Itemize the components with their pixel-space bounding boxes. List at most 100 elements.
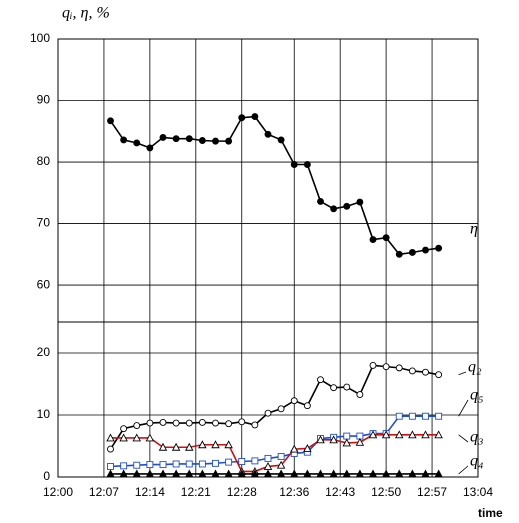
data-point <box>172 135 180 143</box>
data-point <box>343 432 351 440</box>
data-point <box>276 460 286 469</box>
data-point <box>237 469 247 478</box>
data-point <box>251 457 259 465</box>
leader-line <box>458 434 469 443</box>
data-point <box>303 402 311 410</box>
data-point <box>355 437 365 446</box>
data-point <box>342 438 352 447</box>
data-point <box>211 469 220 478</box>
data-point <box>369 361 377 369</box>
y-axis-label: qᵢ, η, % <box>62 5 110 22</box>
data-point <box>185 460 193 468</box>
data-point <box>343 202 351 210</box>
data-point <box>356 198 364 206</box>
data-point <box>408 412 416 420</box>
data-point <box>264 454 272 462</box>
y-tick-label: 60 <box>37 277 51 291</box>
data-point <box>238 114 246 122</box>
data-point <box>211 440 220 449</box>
data-point <box>251 113 259 120</box>
data-point <box>132 433 142 442</box>
y-tick-label: 100 <box>30 31 50 45</box>
data-point <box>133 461 141 469</box>
y-tick-label: 10 <box>37 407 51 421</box>
data-point <box>382 363 390 371</box>
data-point <box>303 469 312 478</box>
data-point <box>316 435 325 444</box>
data-point <box>120 136 128 144</box>
data-point <box>172 460 180 468</box>
data-point <box>395 412 403 420</box>
data-point <box>435 371 443 379</box>
data-point <box>251 421 259 429</box>
data-point <box>381 430 391 439</box>
leader-line <box>458 465 469 475</box>
leader-line <box>458 371 467 376</box>
series-label: q₄ <box>470 453 484 470</box>
data-point <box>356 391 364 398</box>
x-tick-label: 12:07 <box>89 485 119 499</box>
data-point <box>290 161 298 168</box>
data-point <box>172 419 180 427</box>
y-tick-label: 20 <box>37 345 51 359</box>
data-point <box>159 461 167 469</box>
data-point <box>422 246 429 254</box>
series-label: q₃ <box>470 429 484 446</box>
data-point <box>224 469 233 478</box>
data-point <box>263 469 273 478</box>
data-point <box>120 462 128 470</box>
data-point <box>435 244 443 252</box>
x-tick-label: 12:50 <box>371 485 401 499</box>
data-point <box>422 412 429 420</box>
data-point <box>421 430 430 439</box>
data-point <box>435 412 443 420</box>
data-point <box>408 367 416 375</box>
data-point <box>107 463 114 470</box>
data-point <box>395 250 403 258</box>
data-point <box>381 469 391 478</box>
x-axis-label: time <box>478 506 503 520</box>
data-point <box>171 469 181 478</box>
data-point <box>289 444 299 453</box>
data-point <box>408 430 417 439</box>
data-point <box>132 469 142 478</box>
data-point <box>212 137 219 145</box>
data-point <box>329 435 338 444</box>
data-point <box>329 469 338 478</box>
data-point <box>422 368 429 376</box>
data-point <box>238 418 246 426</box>
y-tick-label: 90 <box>37 93 51 107</box>
y-tick-label: 70 <box>37 216 51 230</box>
data-point <box>408 249 416 256</box>
x-tick-label: 12:00 <box>43 485 73 499</box>
data-point <box>159 133 167 141</box>
data-point <box>303 161 311 168</box>
data-point <box>394 469 404 478</box>
data-point <box>145 469 155 478</box>
data-point <box>212 419 219 427</box>
data-point <box>368 430 378 439</box>
data-point <box>158 442 168 451</box>
data-point <box>225 420 233 428</box>
data-point <box>185 135 193 143</box>
data-point <box>106 469 115 478</box>
x-tick-label: 12:36 <box>279 485 309 499</box>
data-point <box>146 419 154 427</box>
data-point <box>289 469 299 478</box>
data-point <box>146 461 154 469</box>
data-point <box>382 234 390 242</box>
data-point <box>277 405 285 413</box>
data-point <box>184 469 194 478</box>
data-point <box>316 469 325 478</box>
data-point <box>133 139 141 147</box>
data-point <box>421 469 430 478</box>
data-point <box>158 469 168 478</box>
data-point <box>106 433 115 442</box>
data-point <box>146 144 154 152</box>
x-tick-label: 12:43 <box>325 485 355 499</box>
data-point <box>171 442 181 451</box>
data-point <box>198 418 206 426</box>
data-point <box>185 419 193 427</box>
